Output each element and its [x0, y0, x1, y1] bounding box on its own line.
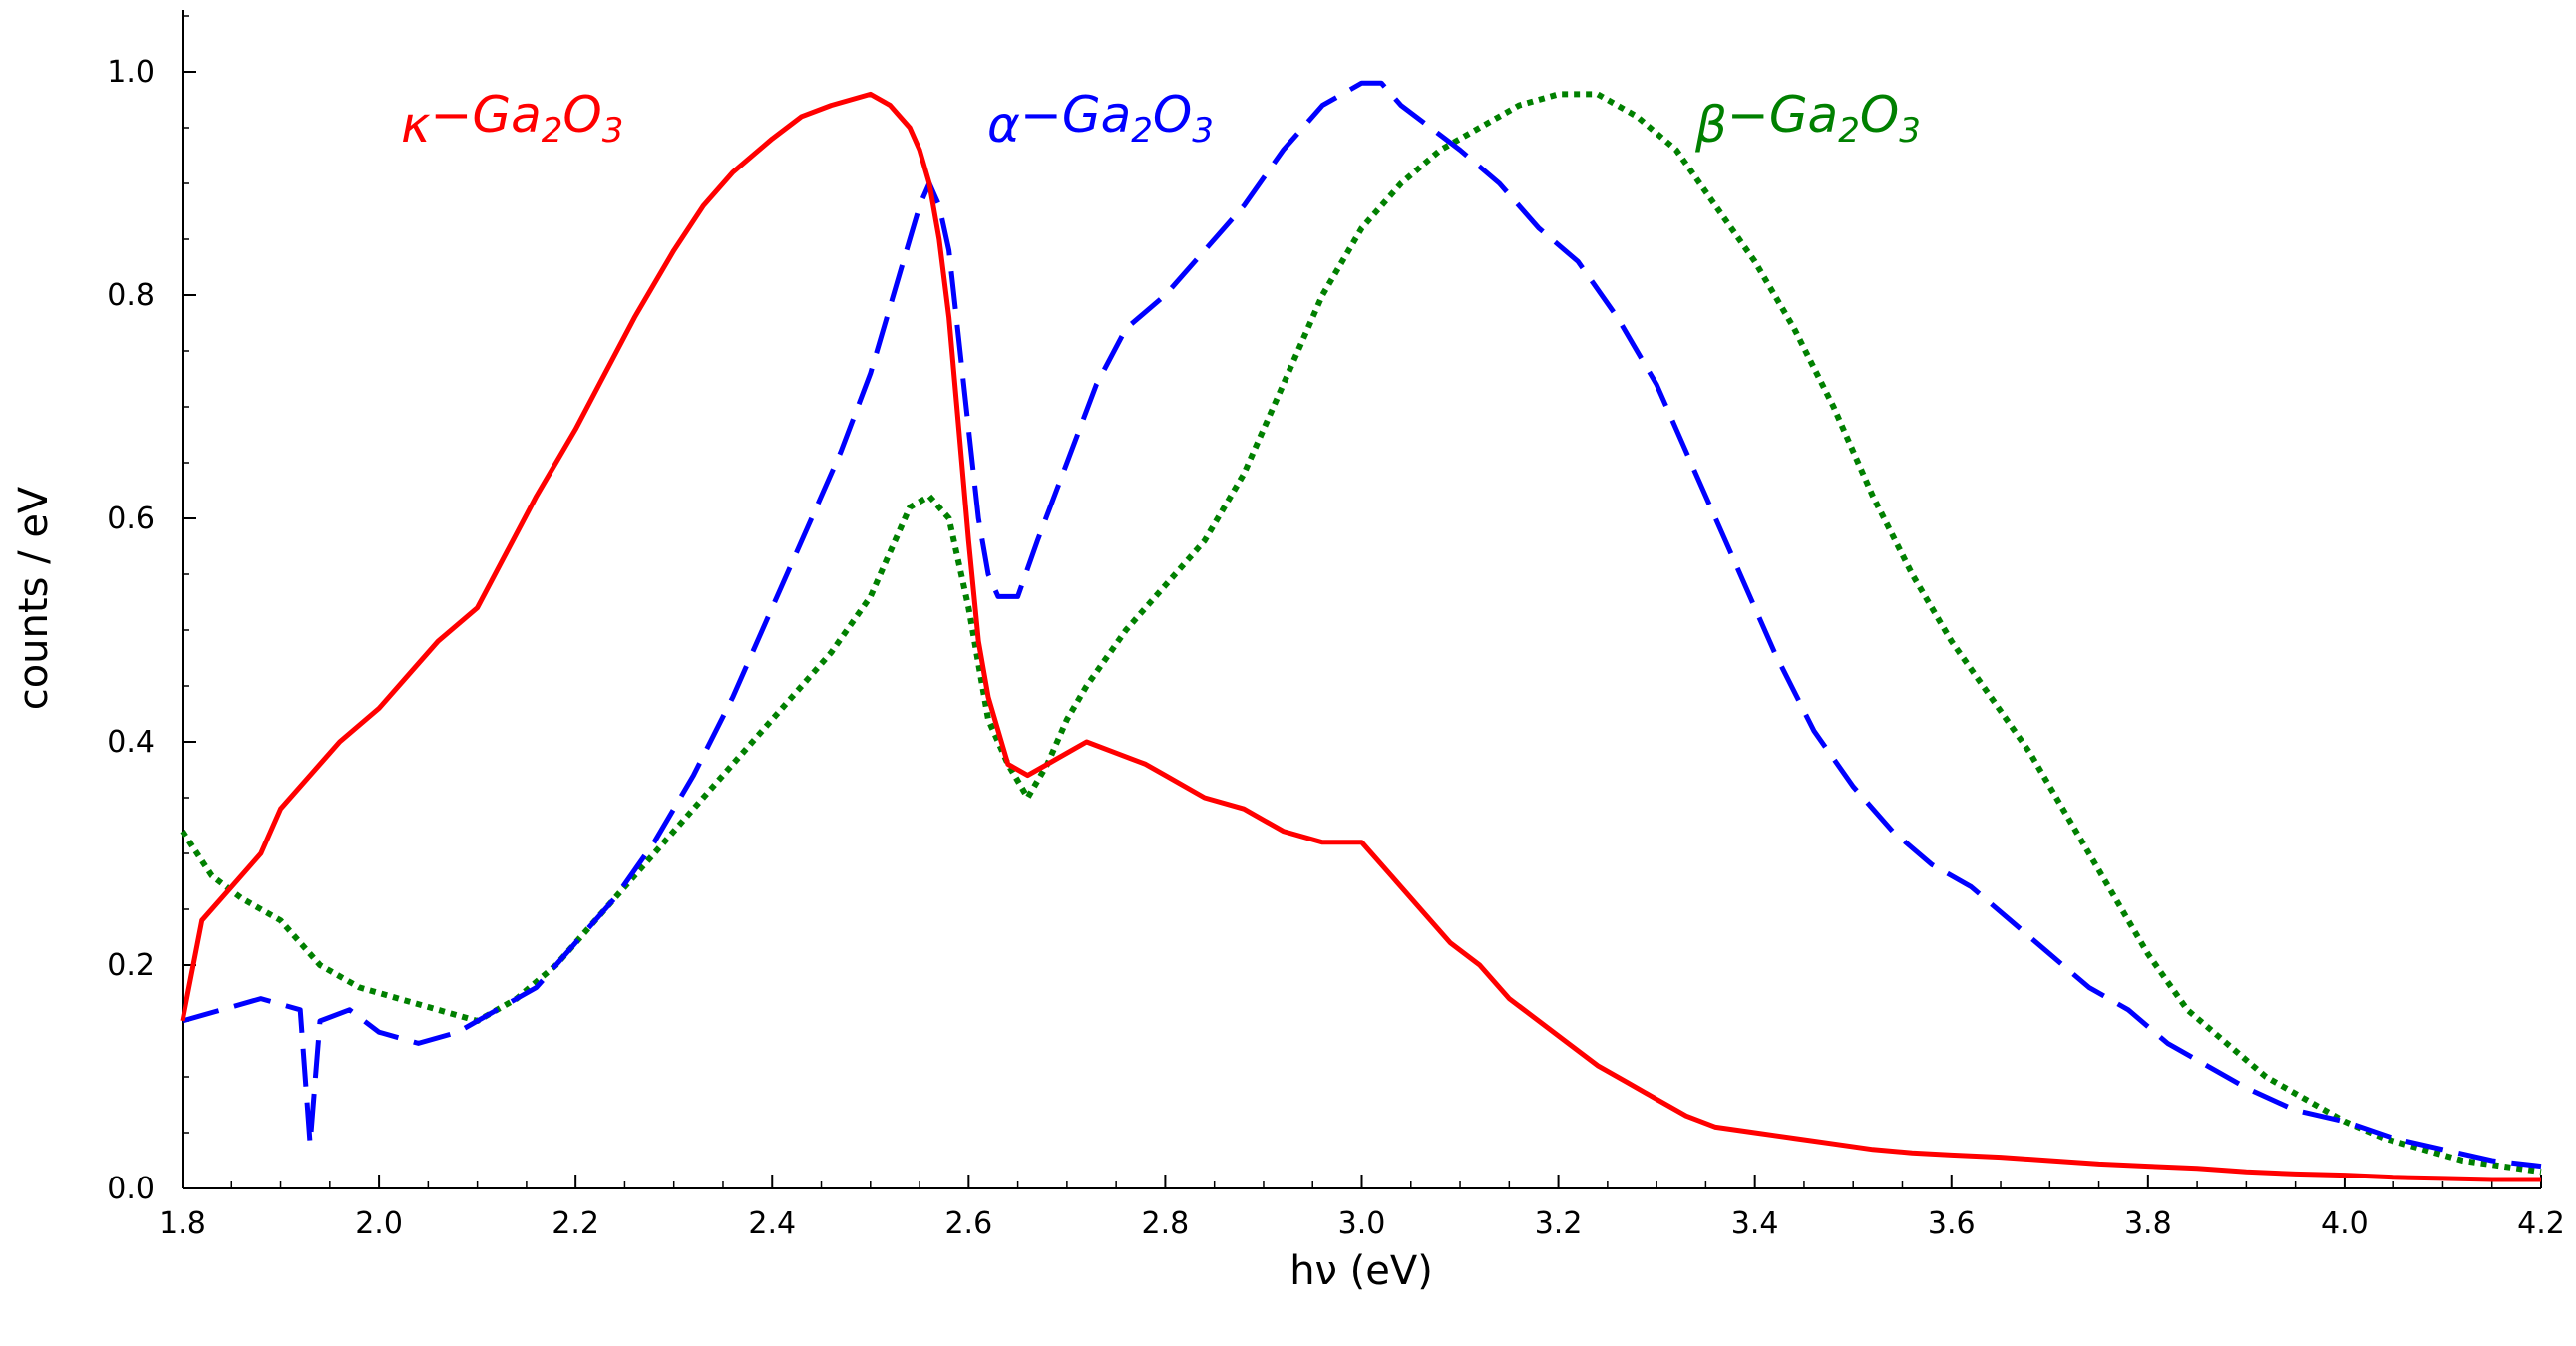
label-text-part: 3 [602, 111, 624, 151]
x-tick-label: 2.2 [552, 1206, 599, 1241]
label-text-part: κ [401, 96, 431, 154]
alpha-series-line [182, 80, 2542, 1170]
label-text-part: O [1860, 86, 1899, 144]
label-text-part: O [562, 86, 601, 144]
y-ticks: 0.0 0.2 0.4 0.6 0.8 1.0 [107, 15, 196, 1206]
x-axis-label: hν (eV) [1289, 1248, 1433, 1294]
x-tick-label: 3.4 [1731, 1206, 1779, 1241]
label-text-part: 2 [1131, 111, 1153, 151]
alpha-series-label: α−Ga2O3 [987, 86, 1214, 154]
label-text-part: −Ga [1020, 86, 1131, 144]
x-tick-label: 1.8 [159, 1206, 206, 1241]
y-tick-label: 0.8 [107, 278, 155, 313]
y-axis-label: counts / eV [11, 486, 57, 710]
y-tick-label: 0.2 [107, 948, 155, 983]
kappa-series-label: κ−Ga2O3 [401, 86, 623, 154]
y-tick-label: 0.4 [107, 725, 155, 760]
x-tick-label: 2.4 [748, 1206, 796, 1241]
label-text-part: 3 [1192, 111, 1214, 151]
y-tick-label: 0.6 [107, 502, 155, 536]
x-tick-label: 2.8 [1142, 1206, 1190, 1241]
label-text-part: 2 [1838, 111, 1860, 151]
x-tick-label: 2.0 [355, 1206, 403, 1241]
x-ticks: 1.8 2.0 2.2 2.4 2.6 2.8 3.0 3.2 3.4 3.6 3.8 4.0 4.2 [159, 1175, 2565, 1241]
x-tick-label: 4.0 [2321, 1206, 2369, 1241]
beta-series-label: β−Ga2O3 [1694, 86, 1921, 154]
x-tick-label: 2.6 [944, 1206, 992, 1241]
series-lines [180, 80, 2542, 1182]
x-tick-label: 3.0 [1338, 1206, 1386, 1241]
kappa-series-line [180, 91, 2541, 1182]
label-text-part: −Ga [430, 86, 541, 144]
label-text-part: β [1694, 96, 1727, 154]
x-tick-label: 3.6 [1928, 1206, 1976, 1241]
label-text-part: 2 [542, 111, 563, 151]
label-text-part: 3 [1899, 111, 1921, 151]
label-text-part: O [1153, 86, 1192, 144]
x-tick-label: 3.8 [2124, 1206, 2172, 1241]
x-tick-label: 4.2 [2517, 1206, 2565, 1241]
label-text-part: α [987, 96, 1020, 154]
y-tick-label: 1.0 [107, 55, 155, 90]
y-tick-label: 0.0 [107, 1172, 155, 1206]
series-labels: κ−Ga2O3 α−Ga2O3 β−Ga2O3 [401, 86, 1921, 154]
x-tick-label: 3.2 [1535, 1206, 1583, 1241]
label-text-part: −Ga [1727, 86, 1838, 144]
